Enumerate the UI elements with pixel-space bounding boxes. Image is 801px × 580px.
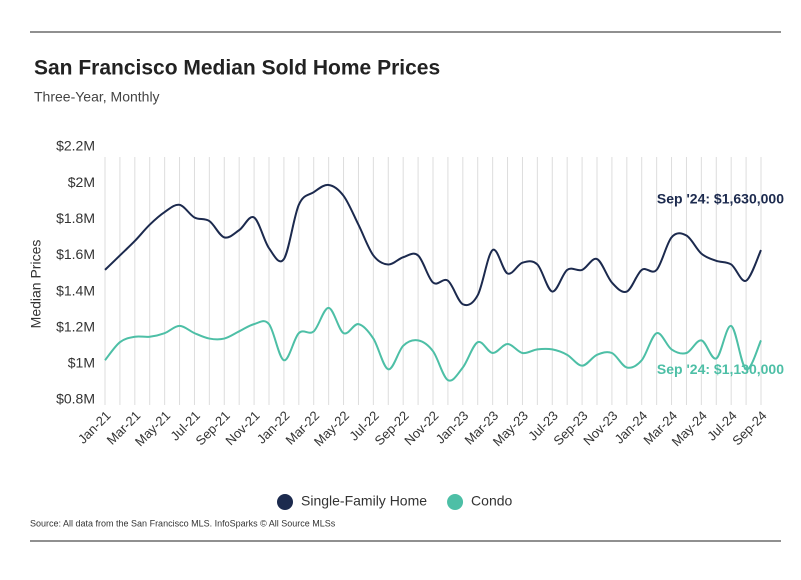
legend-swatch xyxy=(277,494,293,510)
y-tick-label: $0.8M xyxy=(56,391,95,407)
y-axis-label: Median Prices xyxy=(28,240,44,329)
chart-title: San Francisco Median Sold Home Prices xyxy=(34,57,440,80)
chart-subtitle: Three-Year, Monthly xyxy=(34,89,160,105)
source: Source: All data from the San Francisco … xyxy=(30,518,336,528)
legend-swatch xyxy=(447,494,464,510)
y-tick-label: $1.8M xyxy=(56,210,95,226)
x-tick-label: Sep-24 xyxy=(729,408,769,448)
x-tick-label: Nov-22 xyxy=(401,408,441,448)
y-tick-label: $2.2M xyxy=(56,138,95,154)
y-tick-label: $1.4M xyxy=(56,282,95,298)
x-tick-label: Nov-23 xyxy=(580,408,620,448)
y-tick-label: $2M xyxy=(68,174,95,190)
y-tick-label: $1.2M xyxy=(56,318,95,334)
x-tick-label: Nov-21 xyxy=(222,408,262,448)
series-line xyxy=(104,306,762,382)
legend-label: Condo xyxy=(471,493,512,509)
annotation: Sep '24: $1,130,000 xyxy=(657,361,784,377)
legend-label: Single-Family Home xyxy=(301,493,427,509)
y-tick-label: $1M xyxy=(68,355,95,371)
annotation: Sep '24: $1,630,000 xyxy=(657,191,784,207)
y-tick-label: $1.6M xyxy=(56,246,95,262)
series-line xyxy=(104,183,762,307)
